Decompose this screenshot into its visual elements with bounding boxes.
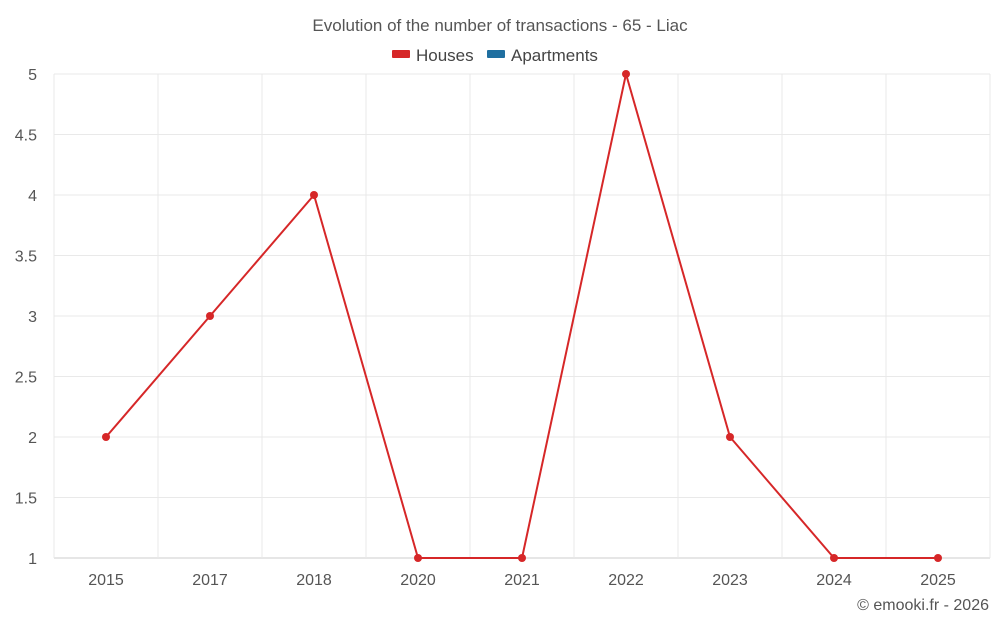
data-point-houses[interactable]	[934, 554, 942, 562]
y-tick-label: 2	[28, 430, 37, 447]
y-tick-label: 4	[28, 188, 37, 205]
x-tick-label: 2020	[400, 572, 436, 589]
grid	[53, 73, 991, 559]
y-axis-ticks: 1 1.5 2 2.5 3 3.5 4 4.5 5	[15, 67, 37, 568]
x-tick-label: 2023	[712, 572, 748, 589]
y-tick-label: 2.5	[15, 370, 37, 387]
data-point-houses[interactable]	[206, 312, 214, 320]
data-point-houses[interactable]	[830, 554, 838, 562]
legend-label-houses[interactable]: Houses	[416, 46, 474, 65]
y-tick-label: 3.5	[15, 249, 37, 266]
y-tick-label: 3	[28, 309, 37, 326]
data-point-houses[interactable]	[726, 433, 734, 441]
x-tick-label: 2025	[920, 572, 956, 589]
data-point-houses[interactable]	[518, 554, 526, 562]
y-tick-label: 1	[28, 551, 37, 568]
series-houses	[102, 70, 942, 562]
chart-title: Evolution of the number of transactions …	[312, 16, 688, 35]
x-tick-label: 2022	[608, 572, 644, 589]
x-axis-ticks: 2015 2017 2018 2020 2021 2022 2023 2024 2025	[88, 572, 956, 589]
legend-swatch-apartments[interactable]	[487, 50, 505, 58]
x-tick-label: 2017	[192, 572, 228, 589]
legend: Houses Apartments	[392, 46, 598, 65]
y-tick-label: 4.5	[15, 128, 37, 145]
data-point-houses[interactable]	[622, 70, 630, 78]
legend-label-apartments[interactable]: Apartments	[511, 46, 598, 65]
x-tick-label: 2024	[816, 572, 852, 589]
data-point-houses[interactable]	[102, 433, 110, 441]
y-tick-label: 5	[28, 67, 37, 84]
x-tick-label: 2015	[88, 572, 124, 589]
legend-swatch-houses[interactable]	[392, 50, 410, 58]
x-tick-label: 2018	[296, 572, 332, 589]
y-tick-label: 1.5	[15, 491, 37, 508]
credit-text: © emooki.fr - 2026	[857, 597, 989, 614]
x-tick-label: 2021	[504, 572, 540, 589]
data-point-houses[interactable]	[414, 554, 422, 562]
data-point-houses[interactable]	[310, 191, 318, 199]
